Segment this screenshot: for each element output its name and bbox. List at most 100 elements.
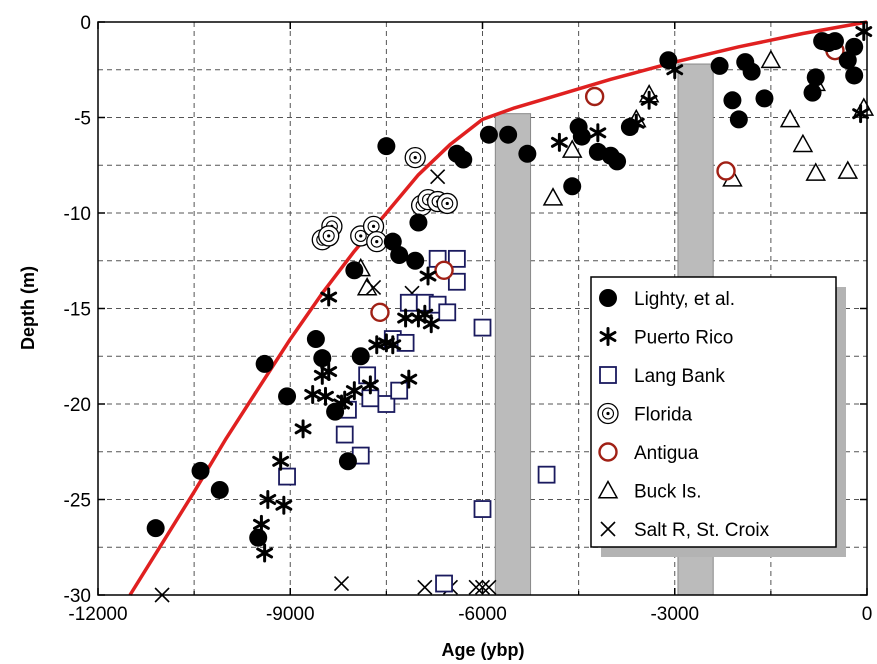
marker-asterisk-arm — [256, 547, 274, 559]
marker-x-stroke — [333, 575, 350, 592]
marker-open-circle — [598, 442, 618, 462]
marker-filled-circle — [383, 232, 402, 251]
marker-dotted-circle-inner — [322, 229, 335, 242]
data-point — [537, 465, 556, 484]
marker-filled-circle — [572, 127, 591, 146]
data-point — [438, 303, 457, 322]
marker-asterisk-arm — [666, 64, 684, 76]
data-point — [249, 528, 268, 547]
data-point — [336, 390, 354, 410]
data-point — [837, 160, 859, 179]
marker-open-square — [435, 574, 453, 593]
data-point — [399, 293, 418, 312]
data-point — [317, 386, 334, 406]
data-point — [390, 246, 409, 265]
data-point — [256, 543, 274, 563]
legend: Lighty, et al. Puerto Rico Lang Bank Florid… — [590, 276, 846, 557]
data-point — [377, 137, 396, 156]
marker-filled-circle — [710, 56, 729, 75]
axis-ticks: -12000 -9000 -6000 -3000 0 0 -5 -10 -15 -20 -25 -30 — [64, 13, 873, 625]
data-point — [278, 387, 297, 406]
data-point — [255, 354, 274, 373]
marker-dotted-circle-inner — [409, 151, 422, 164]
marker-asterisk-arm — [384, 339, 402, 351]
marker-filled-circle — [146, 519, 165, 538]
data-point — [729, 110, 748, 129]
marker-dotted-circle-inner — [441, 197, 454, 210]
x-tick-label: -6000 — [458, 604, 507, 625]
marker-open-square — [599, 366, 617, 384]
marker-dotted-circle-inner — [601, 407, 615, 420]
marker-filled-circle — [845, 37, 864, 56]
marker-filled-circle — [729, 110, 748, 129]
data-point — [474, 579, 491, 595]
data-point — [479, 125, 498, 144]
x-tick-label: -3000 — [650, 604, 699, 625]
y-tick-label: -15 — [64, 300, 91, 321]
marker-asterisk-arm — [422, 318, 440, 330]
marker-filled-circle — [479, 125, 498, 144]
marker-asterisk-arm — [317, 390, 334, 402]
data-point — [390, 381, 409, 400]
marker-asterisk-arm — [640, 94, 658, 106]
x-axis-title: Age (ybp) — [442, 640, 525, 660]
data-point — [400, 369, 418, 389]
data-point — [435, 574, 453, 593]
marker-asterisk-arm — [855, 26, 873, 38]
marker-asterisk-arm — [275, 499, 293, 511]
marker-filled-circle — [608, 152, 627, 171]
data-point — [366, 230, 388, 253]
data-point — [306, 330, 325, 349]
marker-dotted-circle-dot — [359, 234, 363, 238]
marker-filled-circle — [499, 125, 518, 144]
data-point — [272, 451, 290, 471]
marker-x-stroke — [430, 169, 446, 185]
data-points — [146, 22, 875, 603]
data-point — [294, 419, 312, 439]
data-point — [723, 91, 742, 110]
data-point — [716, 161, 736, 181]
data-point — [351, 347, 370, 366]
legend-marker — [598, 442, 618, 462]
legend-label: Salt R, St. Croix — [634, 520, 770, 541]
data-point — [572, 127, 591, 146]
marker-dotted-circle-inner — [370, 235, 383, 248]
marker-asterisk-arm — [272, 455, 290, 467]
data-point — [803, 83, 822, 102]
marker-filled-circle — [825, 32, 844, 51]
marker-filled-circle — [255, 354, 274, 373]
marker-asterisk-arm — [304, 388, 322, 400]
y-tick-label: -20 — [64, 395, 91, 416]
data-point — [825, 32, 844, 51]
marker-filled-circle — [313, 349, 332, 368]
marker-triangle — [792, 133, 814, 153]
y-axis-title: Depth (m) — [18, 266, 38, 350]
data-point — [838, 51, 857, 70]
y-tick-label: -30 — [64, 586, 91, 607]
data-point — [468, 579, 484, 595]
marker-open-square — [390, 381, 409, 400]
data-point — [191, 461, 210, 480]
y-tick-label: 0 — [80, 13, 91, 34]
marker-dotted-circle-inner — [354, 229, 367, 242]
data-point — [361, 375, 379, 395]
data-point — [518, 144, 537, 163]
marker-filled-circle — [345, 261, 364, 280]
marker-open-square — [473, 500, 492, 518]
data-point — [608, 152, 627, 171]
marker-asterisk-arm — [259, 494, 277, 505]
marker-asterisk-arm — [361, 379, 379, 391]
marker-asterisk-arm — [589, 127, 607, 139]
data-point — [454, 150, 473, 169]
data-point — [499, 125, 518, 144]
data-point — [365, 279, 382, 296]
data-point — [430, 169, 446, 185]
data-point — [447, 249, 466, 268]
y-tick-label: -5 — [74, 109, 91, 130]
marker-open-square — [278, 467, 296, 486]
data-point — [473, 500, 492, 518]
data-point — [406, 251, 425, 270]
marker-x-stroke — [417, 579, 433, 595]
marker-filled-circle — [306, 330, 325, 349]
